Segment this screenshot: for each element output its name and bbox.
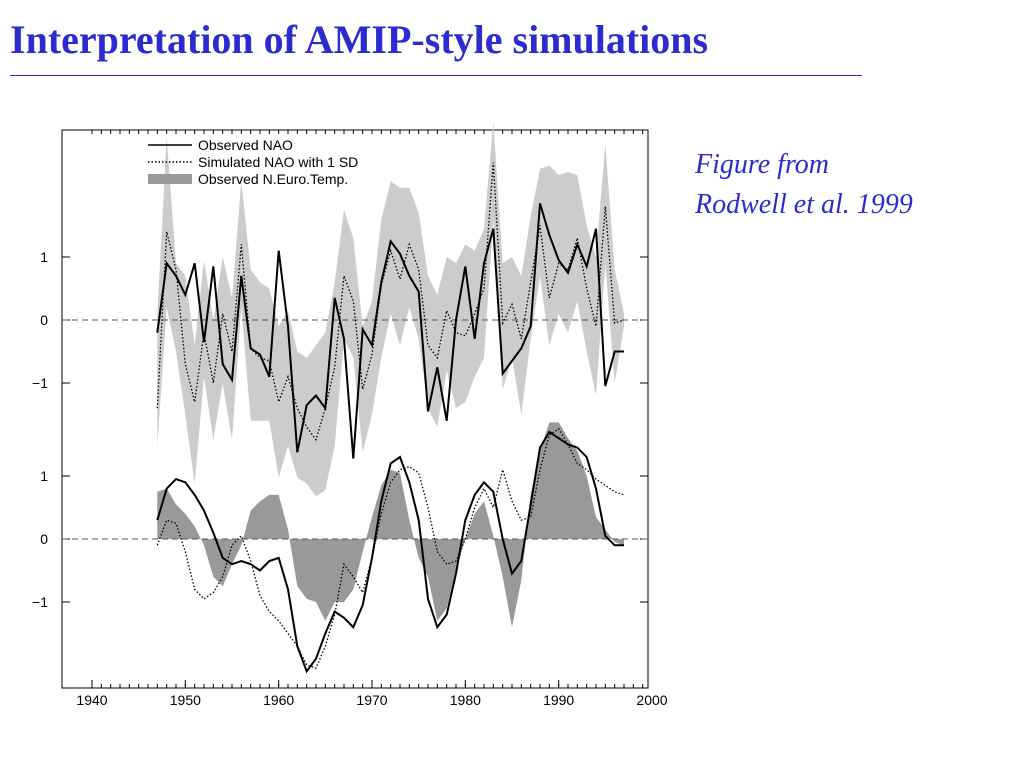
plot-frame bbox=[61, 129, 649, 689]
figure-caption: Figure from Rodwell et al. 1999 bbox=[695, 145, 913, 225]
legend-swatch-filled bbox=[148, 174, 192, 184]
x-tick-label: 1980 bbox=[450, 692, 481, 708]
legend-label: Observed NAO bbox=[198, 137, 293, 153]
title-underline bbox=[10, 75, 862, 76]
panel-annual: −1 0 1 bbox=[32, 121, 648, 497]
x-tick-label: 1960 bbox=[263, 692, 294, 708]
temperature-fill bbox=[157, 422, 625, 628]
x-tick-label: 1990 bbox=[543, 692, 574, 708]
simulated-nao-line bbox=[156, 427, 625, 669]
x-tick-label: 1940 bbox=[76, 692, 107, 708]
x-tick-label: 1970 bbox=[356, 692, 387, 708]
caption-line-1: Figure from bbox=[695, 149, 830, 180]
simulated-nao-line bbox=[156, 162, 625, 442]
x-tick-label: 1950 bbox=[170, 692, 201, 708]
y-tick-label: 0 bbox=[40, 312, 48, 328]
observed-nao-line bbox=[156, 203, 624, 459]
sd-band bbox=[157, 121, 625, 497]
panel-smoothed: −1 0 1 bbox=[32, 422, 648, 674]
observed-nao-line bbox=[156, 430, 624, 674]
x-tick-label: 2000 bbox=[636, 692, 667, 708]
legend-label: Simulated NAO with 1 SD bbox=[198, 154, 358, 170]
y-tick-label: 0 bbox=[40, 531, 48, 547]
y-tick-label: −1 bbox=[32, 594, 48, 610]
y-tick-label: −1 bbox=[32, 375, 48, 391]
legend-label: Observed N.Euro.Temp. bbox=[198, 171, 348, 187]
caption-line-2: Rodwell et al. 1999 bbox=[695, 189, 913, 220]
y-tick-label: 1 bbox=[40, 468, 48, 484]
slide-title: Interpretation of AMIP-style simulations bbox=[10, 17, 709, 62]
y-tick-label: 1 bbox=[40, 249, 48, 265]
